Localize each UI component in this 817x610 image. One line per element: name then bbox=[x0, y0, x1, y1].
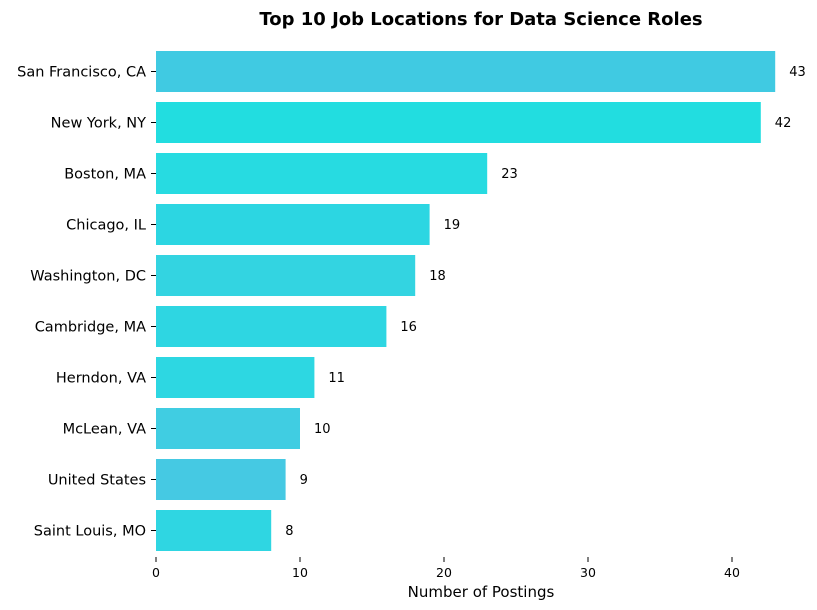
x-axis-label: Number of Postings bbox=[408, 583, 555, 601]
x-axis: 0 10 20 30 40 bbox=[152, 557, 740, 580]
y-tick-label: Chicago, IL bbox=[66, 218, 146, 234]
y-tick-label: Herndon, VA bbox=[56, 371, 146, 387]
x-tick-label: 10 bbox=[292, 565, 308, 580]
bar bbox=[156, 408, 300, 449]
data-label: 43 bbox=[789, 65, 806, 80]
x-tick-label: 30 bbox=[580, 565, 596, 580]
x-tick-label: 20 bbox=[436, 565, 452, 580]
data-label: 10 bbox=[314, 422, 331, 437]
bar bbox=[156, 510, 272, 551]
data-label: 11 bbox=[328, 371, 345, 386]
data-label: 18 bbox=[429, 269, 446, 284]
y-tick-label: Boston, MA bbox=[64, 167, 146, 183]
bar bbox=[156, 459, 286, 500]
data-label: 23 bbox=[501, 167, 518, 182]
bars-group: 43 42 23 19 18 16 11 10 9 8 bbox=[156, 51, 806, 551]
data-label: 8 bbox=[285, 524, 293, 539]
y-axis: San Francisco, CA New York, NY Boston, MA C… bbox=[17, 65, 156, 540]
chart-title: Top 10 Job Locations for Data Science Ro… bbox=[259, 9, 702, 30]
bar bbox=[156, 204, 430, 245]
bar bbox=[156, 306, 387, 347]
data-label: 19 bbox=[444, 218, 461, 233]
bar bbox=[156, 357, 315, 398]
x-tick-label: 40 bbox=[724, 565, 740, 580]
y-tick-label: McLean, VA bbox=[63, 422, 147, 438]
y-tick-label: Cambridge, MA bbox=[35, 320, 146, 336]
x-tick-label: 0 bbox=[152, 565, 160, 580]
y-tick-label: San Francisco, CA bbox=[17, 65, 146, 81]
bar bbox=[156, 153, 488, 194]
bar bbox=[156, 51, 776, 92]
data-label: 16 bbox=[400, 320, 417, 335]
y-tick-label: United States bbox=[48, 473, 146, 489]
y-tick-label: Washington, DC bbox=[30, 269, 146, 285]
data-label: 42 bbox=[775, 116, 792, 131]
data-label: 9 bbox=[300, 473, 308, 488]
y-tick-label: New York, NY bbox=[51, 116, 146, 132]
bar bbox=[156, 102, 761, 143]
y-tick-label: Saint Louis, MO bbox=[34, 524, 146, 540]
bar bbox=[156, 255, 416, 296]
